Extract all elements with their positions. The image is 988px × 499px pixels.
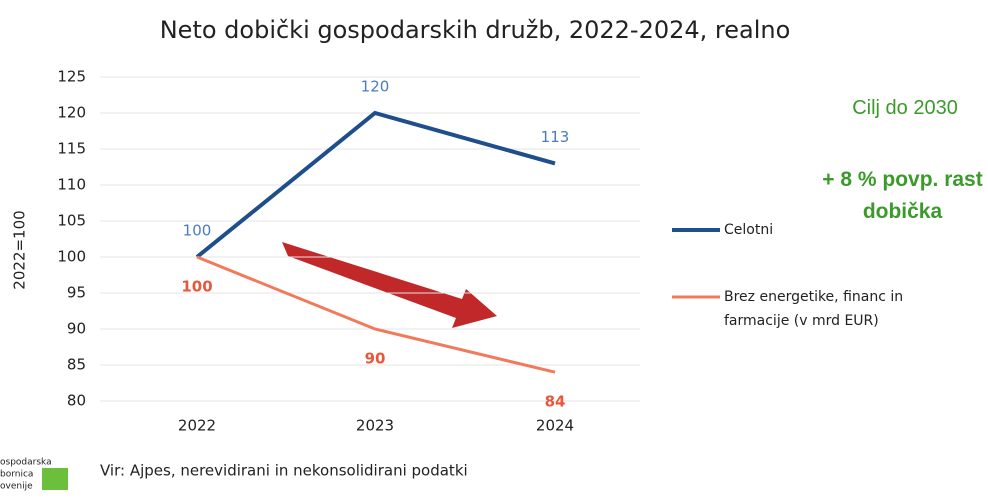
series-line	[196, 255, 556, 374]
data-label: 84	[545, 393, 566, 411]
logo-text: ospodarska	[0, 458, 52, 468]
source: Vir: Ajpes, nerevidirani in nekonsolidir…	[100, 462, 468, 480]
y-axis-label: 2022=100	[11, 210, 29, 289]
x-tick-label: 2023	[356, 417, 394, 435]
y-tick-label: 95	[67, 284, 86, 302]
data-label: 120	[361, 78, 390, 96]
y-tick-label: 90	[67, 320, 86, 338]
annotation: Cilj do 2030	[852, 97, 958, 119]
logo-mark	[42, 468, 68, 490]
data-label: 100	[183, 222, 212, 240]
chart-title: Neto dobički gospodarskih družb, 2022-20…	[160, 16, 791, 44]
y-tick-label: 80	[67, 392, 86, 410]
logo-text: ovenije	[0, 482, 33, 492]
logo-text: bornica	[0, 470, 33, 480]
y-tick-label: 120	[57, 104, 86, 122]
data-label: 90	[365, 350, 386, 368]
x-tick-label: 2022	[178, 417, 216, 435]
legend-label: Celotni	[724, 222, 774, 238]
annotation: + 8 % povp. rast dobička	[822, 168, 983, 223]
x-tick-label: 2024	[536, 417, 574, 435]
arrow	[282, 242, 497, 328]
series-line	[195, 110, 556, 259]
y-tick-label: 105	[57, 212, 86, 230]
y-tick-label: 110	[57, 176, 86, 194]
legend-label: Brez energetike, financ in farmacije (v …	[724, 289, 904, 329]
y-tick-label: 115	[57, 140, 86, 158]
y-tick-label: 100	[57, 248, 86, 266]
data-label: 100	[181, 278, 212, 296]
y-tick-label: 85	[67, 356, 86, 374]
data-label: 113	[541, 128, 570, 146]
y-tick-label: 125	[57, 68, 86, 86]
